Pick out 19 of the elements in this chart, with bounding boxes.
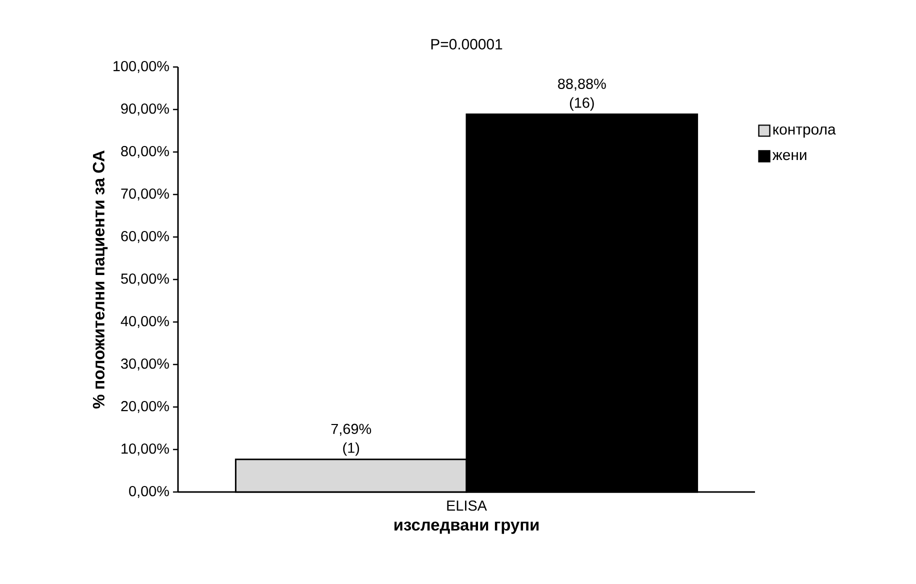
y-tick-label: 100,00% xyxy=(114,61,169,73)
y-tick-label: 90,00% xyxy=(121,104,169,116)
y-tick-label: 70,00% xyxy=(121,188,169,200)
y-tick-label: 30,00% xyxy=(121,358,169,370)
y-tick-label: 40,00% xyxy=(120,316,169,328)
data-label: 7,69% (1) xyxy=(331,424,372,456)
y-axis-title: % положителни пациенти за СА xyxy=(92,150,108,409)
y-tick-label: 50,00% xyxy=(121,274,169,286)
chart-title: P=0.00001 xyxy=(431,38,502,50)
legend-label: контрола xyxy=(773,126,836,138)
x-axis-title: изследвани групи xyxy=(394,522,539,534)
y-tick-label: 0,00% xyxy=(129,486,169,498)
y-tick-label: 10,00% xyxy=(122,444,169,456)
y-tick-label: 20,00% xyxy=(121,401,169,413)
data-label: 88,88% (16) xyxy=(558,78,606,111)
y-tick-label: 80,00% xyxy=(121,146,169,158)
x-tick-label: ELISA xyxy=(447,500,487,511)
y-tick-label: 60,00% xyxy=(121,231,169,243)
legend-label: жени xyxy=(772,152,806,160)
